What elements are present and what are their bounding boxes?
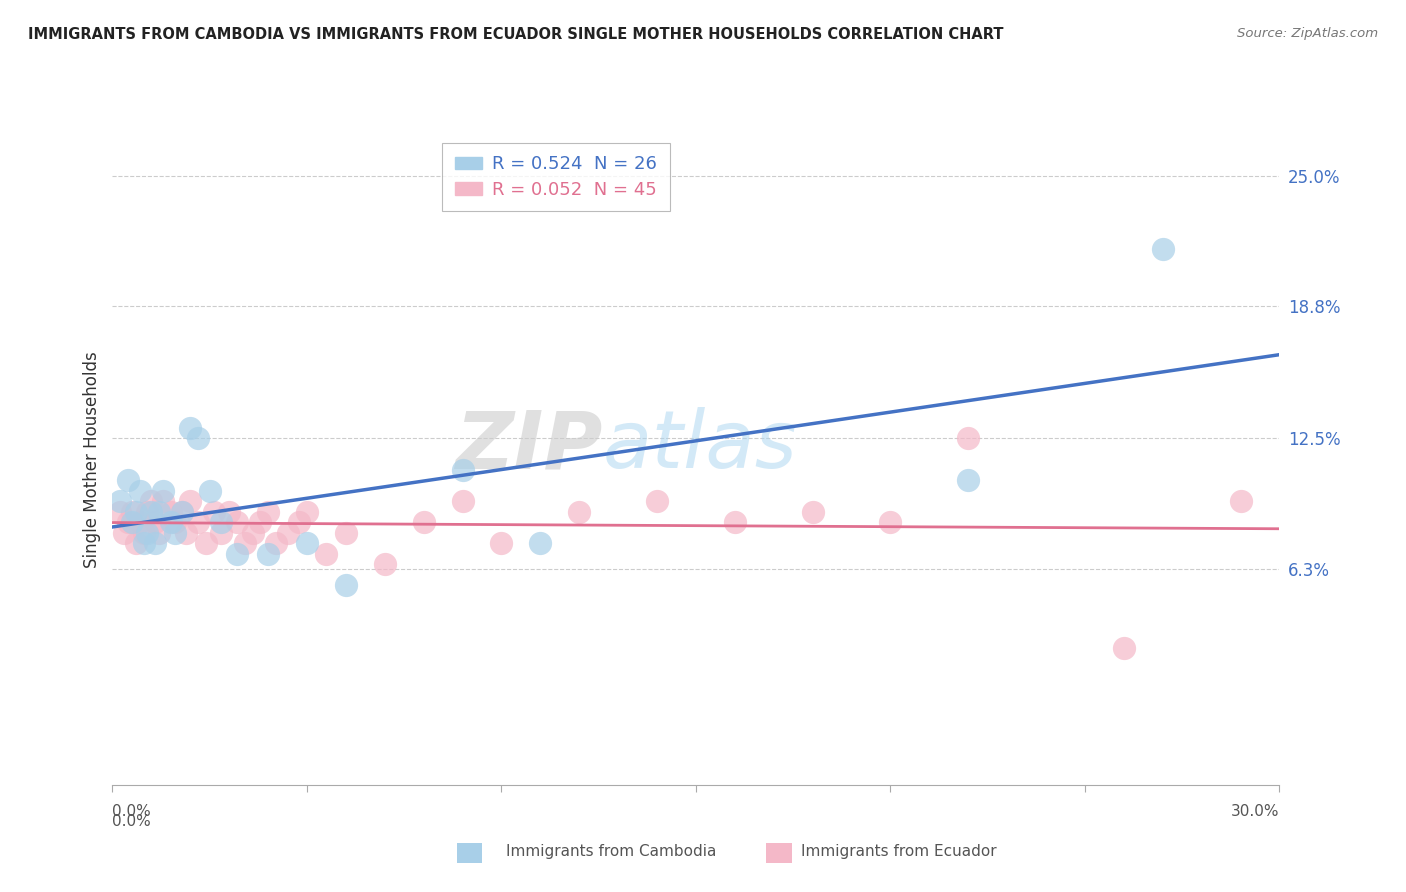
Point: [172, 505, 194, 519]
Point: [202, 505, 225, 519]
Text: 30.0%: 30.0%: [1232, 805, 1279, 819]
Text: 0.0%: 0.0%: [112, 805, 152, 819]
Point: [117, 516, 139, 530]
Legend: R = 0.524  N = 26, R = 0.052  N = 45: R = 0.524 N = 26, R = 0.052 N = 45: [441, 143, 671, 211]
Point: [128, 516, 150, 530]
Text: Immigrants from Cambodia: Immigrants from Cambodia: [506, 845, 717, 859]
Point: [194, 536, 217, 550]
Point: [295, 536, 318, 550]
Text: ZIP: ZIP: [456, 408, 603, 485]
Text: 0.0%: 0.0%: [112, 814, 152, 830]
Point: [226, 547, 249, 561]
Point: [112, 525, 135, 540]
Point: [148, 505, 170, 519]
Point: [152, 494, 174, 508]
Point: [335, 525, 357, 540]
Point: [148, 525, 170, 540]
Point: [218, 505, 240, 519]
Point: [160, 516, 183, 530]
Point: [128, 483, 150, 498]
Point: [568, 505, 591, 519]
Point: [724, 516, 747, 530]
Point: [645, 494, 668, 508]
Point: [257, 505, 280, 519]
Point: [288, 516, 311, 530]
Point: [1112, 641, 1135, 656]
Point: [179, 494, 201, 508]
Point: [121, 505, 143, 519]
Point: [179, 421, 201, 435]
Point: [198, 483, 221, 498]
Point: [315, 547, 337, 561]
Point: [226, 516, 249, 530]
Point: [121, 516, 143, 530]
Point: [110, 505, 132, 519]
Point: [136, 505, 159, 519]
Point: [187, 516, 209, 530]
Point: [801, 505, 824, 519]
Text: Immigrants from Ecuador: Immigrants from Ecuador: [801, 845, 997, 859]
Point: [451, 463, 474, 477]
Text: Source: ZipAtlas.com: Source: ZipAtlas.com: [1237, 27, 1378, 40]
Point: [209, 516, 232, 530]
Point: [1152, 243, 1174, 257]
Point: [412, 516, 434, 530]
Point: [136, 525, 159, 540]
Point: [160, 505, 183, 519]
Point: [117, 474, 139, 488]
Point: [132, 525, 155, 540]
Point: [132, 536, 155, 550]
Point: [233, 536, 256, 550]
Point: [143, 536, 166, 550]
Point: [335, 578, 357, 592]
Point: [141, 505, 163, 519]
Point: [264, 536, 287, 550]
Point: [257, 547, 280, 561]
Point: [176, 525, 198, 540]
Text: IMMIGRANTS FROM CAMBODIA VS IMMIGRANTS FROM ECUADOR SINGLE MOTHER HOUSEHOLDS COR: IMMIGRANTS FROM CAMBODIA VS IMMIGRANTS F…: [28, 27, 1004, 42]
Point: [276, 525, 298, 540]
Point: [491, 536, 513, 550]
Point: [152, 483, 174, 498]
Text: atlas: atlas: [603, 408, 797, 485]
Point: [209, 525, 232, 540]
Point: [295, 505, 318, 519]
Point: [957, 431, 980, 445]
Point: [374, 558, 396, 572]
Point: [163, 516, 186, 530]
Point: [143, 516, 166, 530]
Point: [1229, 494, 1251, 508]
Point: [529, 536, 551, 550]
Y-axis label: Single Mother Households: Single Mother Households: [83, 351, 101, 567]
Point: [125, 536, 148, 550]
Point: [172, 505, 194, 519]
Point: [110, 494, 132, 508]
Point: [163, 525, 186, 540]
Point: [249, 516, 271, 530]
Point: [957, 474, 980, 488]
Point: [125, 505, 148, 519]
Point: [879, 516, 901, 530]
Point: [451, 494, 474, 508]
Point: [242, 525, 264, 540]
Point: [141, 494, 163, 508]
Point: [187, 431, 209, 445]
